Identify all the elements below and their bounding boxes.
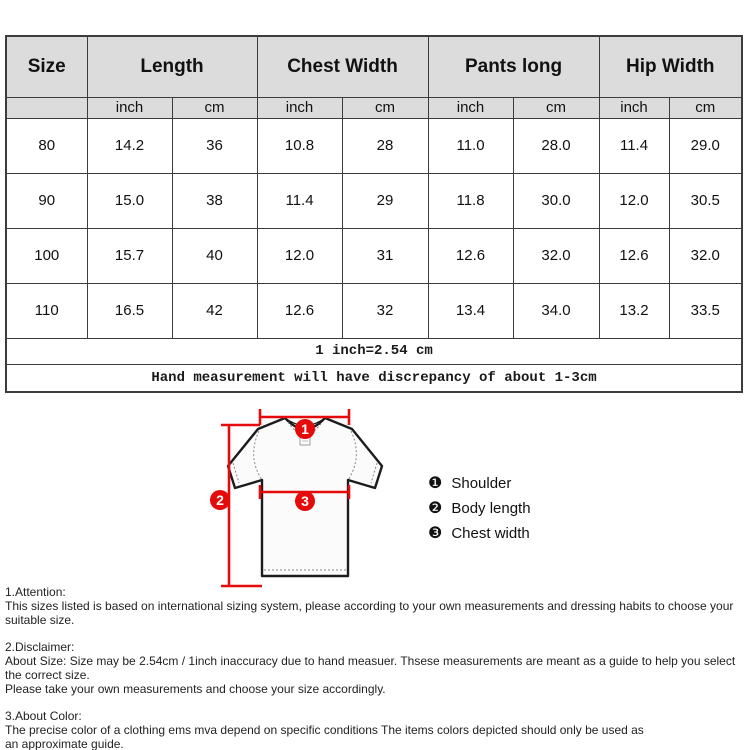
cell-value: 12.6 <box>598 227 670 284</box>
marker-chest-width: 3 <box>295 491 315 511</box>
cell-value: 42 <box>171 282 258 339</box>
cell-value: 30.5 <box>668 172 743 229</box>
circled-three-icon: ❸ <box>428 524 443 542</box>
cell-value: 30.0 <box>512 172 600 229</box>
header-size: Size <box>5 35 88 98</box>
cell-value: 28.0 <box>512 117 600 174</box>
subheader-unit: inch <box>256 96 343 119</box>
cell-value: 29.0 <box>668 117 743 174</box>
subheader-unit: inch <box>598 96 670 119</box>
cell-value: 11.4 <box>598 117 670 174</box>
size-value: 100 <box>5 227 88 284</box>
cell-value: 12.0 <box>256 227 343 284</box>
cell-value: 15.0 <box>86 172 173 229</box>
cell-value: 16.5 <box>86 282 173 339</box>
size-value: 90 <box>5 172 88 229</box>
about-color-title: 3.About Color: <box>5 709 82 723</box>
marker-shoulder: 1 <box>295 419 315 439</box>
subheader-unit: cm <box>171 96 258 119</box>
marker-body-length: 2 <box>210 490 230 510</box>
circled-one-icon: ❶ <box>428 474 443 492</box>
attention-body: This sizes listed is based on internatio… <box>5 599 734 627</box>
cell-value: 32 <box>341 282 429 339</box>
cell-value: 13.4 <box>427 282 514 339</box>
header-pants-long: Pants long <box>427 35 600 98</box>
cell-value: 12.6 <box>256 282 343 339</box>
table-row: 80 14.2 36 10.8 28 11.0 28.0 11.4 29.0 <box>5 117 743 174</box>
circled-two-icon: ❷ <box>428 499 443 517</box>
cell-value: 11.8 <box>427 172 514 229</box>
cell-value: 40 <box>171 227 258 284</box>
cell-value: 11.0 <box>427 117 514 174</box>
subheader-unit: cm <box>668 96 743 119</box>
subheader-unit: cm <box>512 96 600 119</box>
subheader-unit: inch <box>86 96 173 119</box>
cell-value: 33.5 <box>668 282 743 339</box>
about-color-body-line2: an approximate guide. <box>5 737 124 750</box>
cell-value: 38 <box>171 172 258 229</box>
inch-conversion-note: 1 inch=2.54 cm <box>5 337 743 365</box>
cell-value: 12.6 <box>427 227 514 284</box>
header-length: Length <box>86 35 258 98</box>
measurement-lines <box>221 409 351 588</box>
size-value: 80 <box>5 117 88 174</box>
footnotes: 1.Attention: This sizes listed is based … <box>5 585 749 750</box>
table-note-row: 1 inch=2.54 cm <box>5 337 743 365</box>
cell-value: 34.0 <box>512 282 600 339</box>
subheader-empty <box>5 96 88 119</box>
header-chest-width: Chest Width <box>256 35 429 98</box>
cell-value: 11.4 <box>256 172 343 229</box>
marker-number: 3 <box>301 493 309 509</box>
legend-label: Body length <box>451 500 531 517</box>
cell-value: 32.0 <box>512 227 600 284</box>
table-note-row: Hand measurement will have discrepancy o… <box>5 363 743 393</box>
cell-value: 10.8 <box>256 117 343 174</box>
legend-item-body-length: ❷ Body length <box>428 496 531 521</box>
table-subheader-row: inch cm inch cm inch cm inch cm <box>5 96 743 119</box>
cell-value: 12.0 <box>598 172 670 229</box>
size-value: 110 <box>5 282 88 339</box>
table-row: 110 16.5 42 12.6 32 13.4 34.0 13.2 33.5 <box>5 282 743 339</box>
table-header-row: Size Length Chest Width Pants long Hip W… <box>5 35 743 98</box>
marker-number: 2 <box>216 492 224 508</box>
cell-value: 31 <box>341 227 429 284</box>
disclaimer-body-line2: Please take your own measurements and ch… <box>5 682 386 696</box>
size-chart-table: Size Length Chest Width Pants long Hip W… <box>5 35 744 393</box>
cell-value: 28 <box>341 117 429 174</box>
subheader-unit: cm <box>341 96 429 119</box>
diagram-legend: ❶ Shoulder ❷ Body length ❸ Chest width <box>428 471 531 546</box>
cell-value: 29 <box>341 172 429 229</box>
marker-number: 1 <box>301 421 309 437</box>
header-hip-width: Hip Width <box>598 35 743 98</box>
subheader-unit: inch <box>427 96 514 119</box>
legend-item-chest-width: ❸ Chest width <box>428 521 531 546</box>
attention-title: 1.Attention: <box>5 585 66 599</box>
tshirt-measurement-diagram: 1 2 3 <box>210 409 384 588</box>
measurement-discrepancy-note: Hand measurement will have discrepancy o… <box>5 363 743 393</box>
legend-label: Shoulder <box>451 475 512 492</box>
cell-value: 32.0 <box>668 227 743 284</box>
about-color-body-line1: The precise color of a clothing ems mva … <box>5 723 644 737</box>
table-row: 100 15.7 40 12.0 31 12.6 32.0 12.6 32.0 <box>5 227 743 284</box>
legend-label: Chest width <box>451 525 530 542</box>
cell-value: 13.2 <box>598 282 670 339</box>
cell-value: 15.7 <box>86 227 173 284</box>
cell-value: 14.2 <box>86 117 173 174</box>
legend-item-shoulder: ❶ Shoulder <box>428 471 531 496</box>
disclaimer-title: 2.Disclaimer: <box>5 640 75 654</box>
table-row: 90 15.0 38 11.4 29 11.8 30.0 12.0 30.5 <box>5 172 743 229</box>
cell-value: 36 <box>171 117 258 174</box>
disclaimer-body-line1: About Size: Size may be 2.54cm / 1inch i… <box>5 654 736 682</box>
